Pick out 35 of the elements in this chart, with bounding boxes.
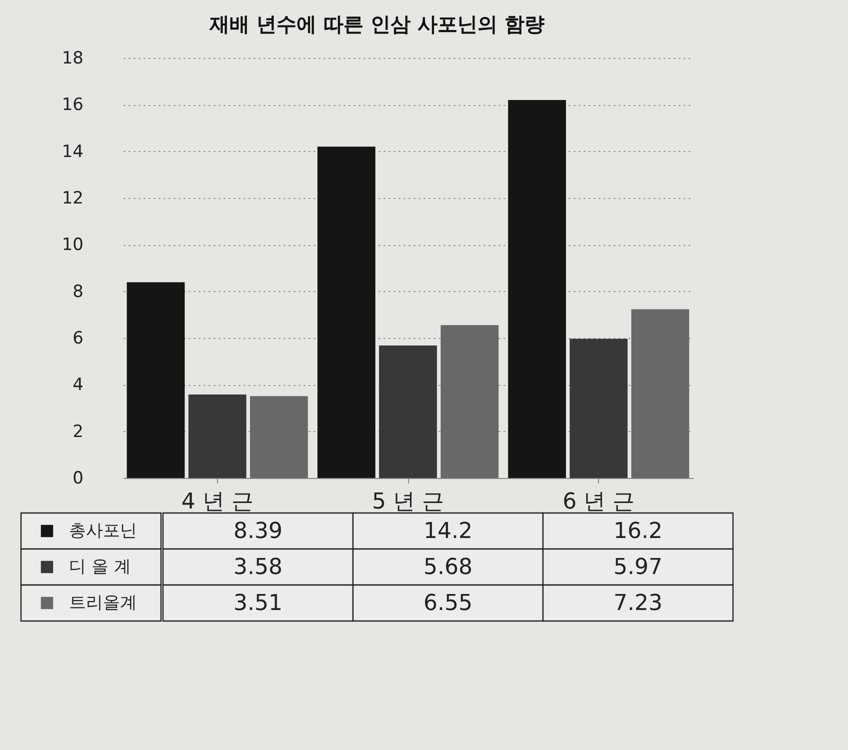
legend-label: 트리올계 [69,593,137,613]
bar [570,338,628,478]
legend-label: 총사포닌 [69,521,137,541]
bar [440,325,499,478]
data-label: 6.55 [424,591,472,616]
chart-title: 재배 년수에 따른 인삼 사포닌의 함량 [208,12,544,36]
data-label: 5.97 [614,555,662,580]
y-tick-label: 8 [72,282,84,302]
x-tick-label: 5 년 근 [372,490,444,514]
y-tick-label: 10 [62,235,84,256]
x-tick-label: 6 년 근 [562,490,635,514]
bar [188,394,246,478]
bar [317,146,376,478]
legend-label: 디 올 계 [69,557,131,577]
y-tick-label: 12 [62,188,84,208]
data-label: 3.51 [234,591,282,616]
y-tick-label: 18 [62,48,84,68]
data-label: 5.68 [424,555,472,580]
bar [379,345,437,478]
bar [631,309,690,478]
bar [508,100,566,478]
data-label: 14.2 [424,519,472,544]
y-tick-label: 0 [72,468,84,488]
data-label: 8.39 [234,519,282,544]
y-tick-label: 4 [72,375,84,396]
data-label: 3.58 [234,555,282,580]
y-tick-label: 2 [72,422,84,442]
data-label: 7.23 [614,591,662,616]
y-tick-label: 16 [62,95,84,116]
bar [126,282,185,478]
bar [250,396,308,478]
x-tick-label: 4 년 근 [181,490,254,514]
y-tick-label: 14 [62,142,84,162]
y-tick-label: 6 [72,328,84,348]
data-label: 16.2 [614,519,662,544]
